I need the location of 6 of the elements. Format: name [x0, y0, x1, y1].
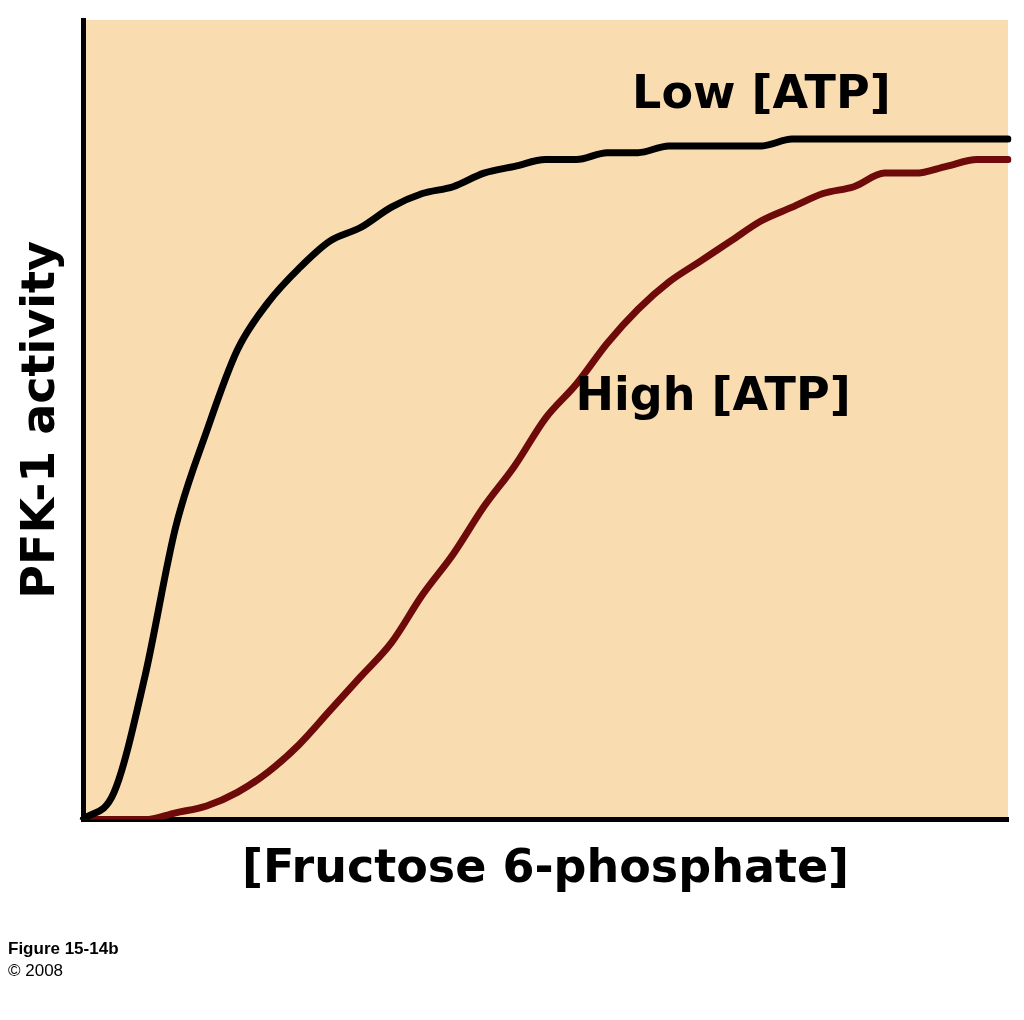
caption: Figure 15-14b [8, 938, 119, 960]
y-axis-title: PFK-1 activity [10, 240, 65, 599]
text: © 2008 [8, 960, 65, 982]
series-label: High [ATP] [575, 367, 851, 422]
series-label: Low [ATP] [632, 64, 891, 119]
x-axis-title: [Fructose 6-phosphate] [242, 839, 850, 894]
